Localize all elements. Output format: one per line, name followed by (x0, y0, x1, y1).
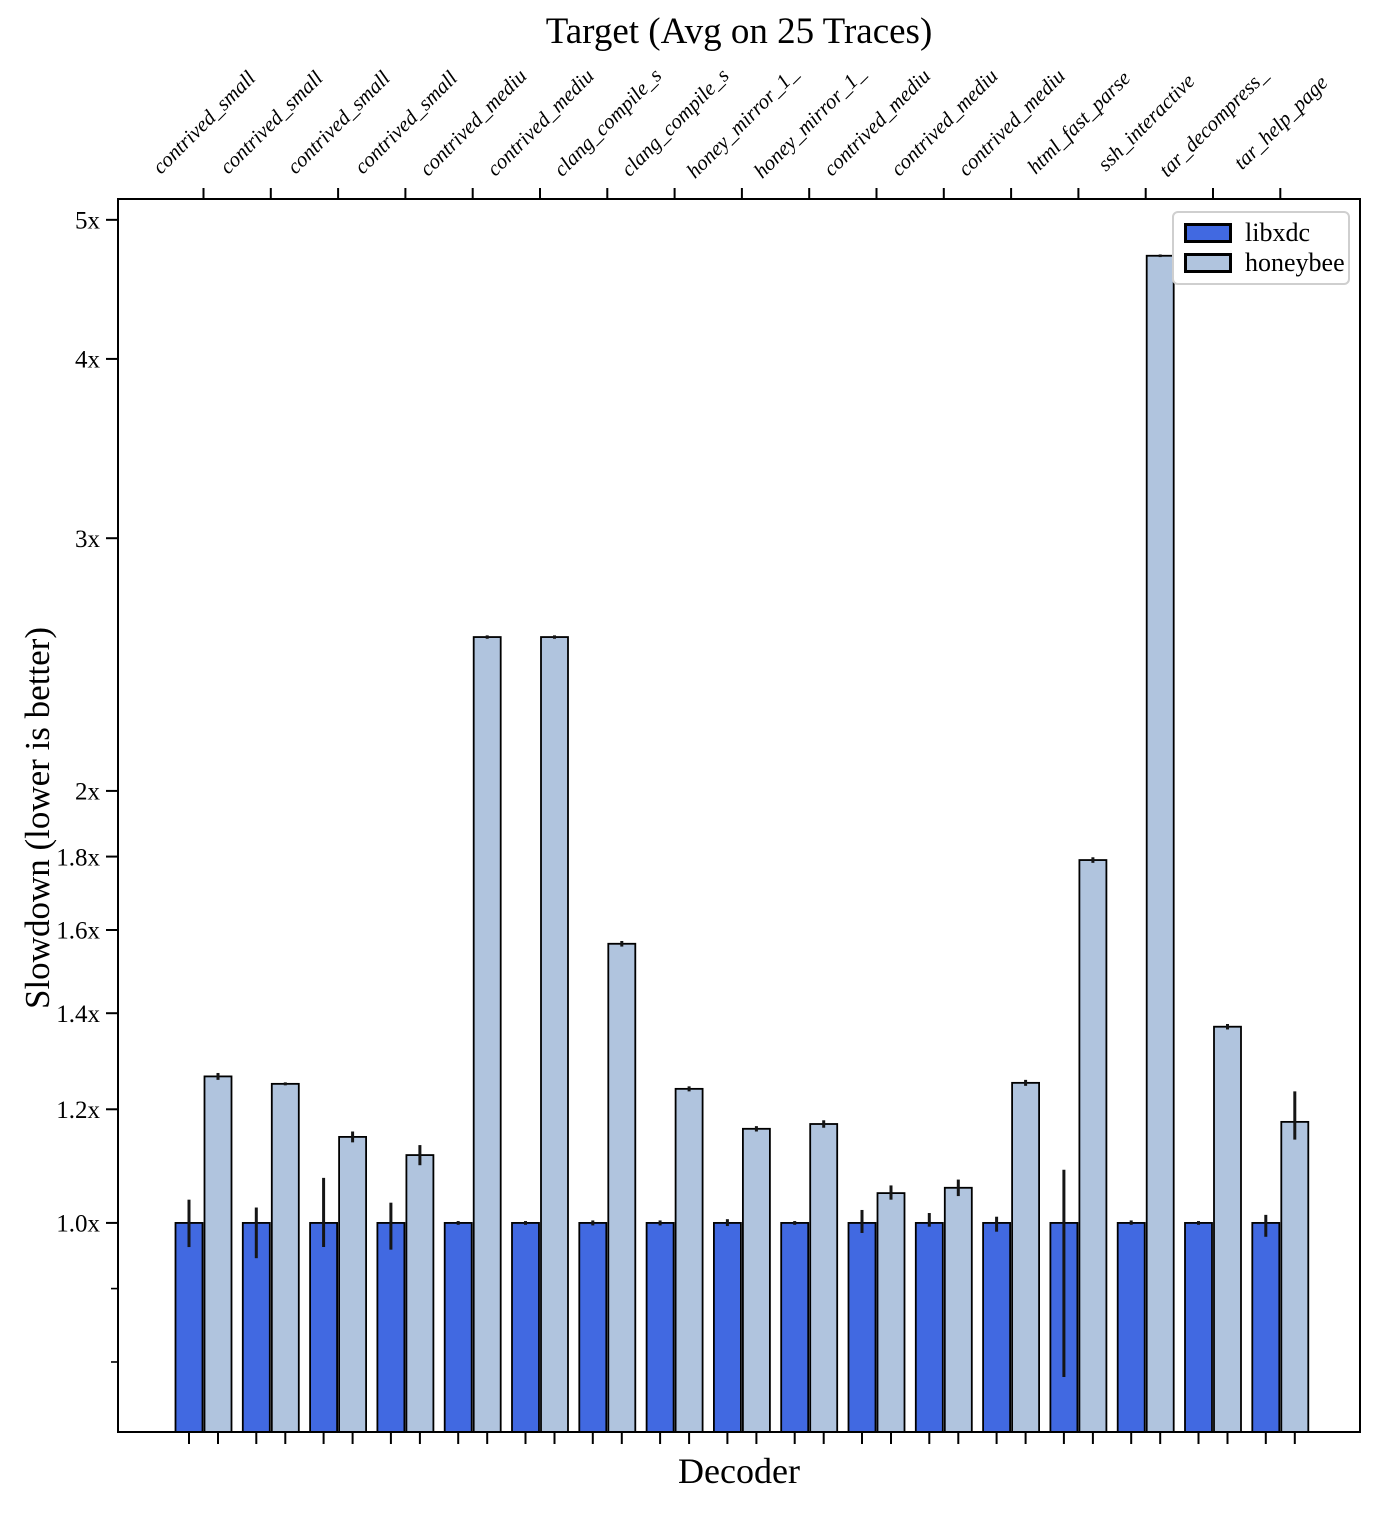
bar-libxdc-5 (511, 1222, 540, 1433)
bar-honeybee-9 (809, 1123, 839, 1433)
bar-honeybee-4 (472, 636, 502, 1433)
legend-item-libxdc: libxdc (1184, 220, 1338, 246)
bar-honeybee-15 (1213, 1025, 1242, 1433)
x-axis-top: contrived_smallcontrived_smallcontrived_… (147, 61, 1332, 199)
y-tick-label: 1.6x (56, 918, 100, 945)
bar-libxdc-9 (780, 1222, 810, 1433)
bar-honeybee-3 (405, 1154, 435, 1433)
bar-libxdc-4 (443, 1222, 473, 1433)
y-tick-label: 3x (75, 526, 101, 553)
bar-honeybee-14 (1145, 254, 1175, 1433)
bar-libxdc-16 (1251, 1222, 1281, 1433)
bar-honeybee-2 (338, 1135, 368, 1433)
y-tick-label: 5x (75, 208, 101, 235)
bar-honeybee-7 (674, 1087, 704, 1433)
bar-honeybee-1 (270, 1082, 300, 1433)
x-axis-bottom (188, 1432, 1296, 1444)
bar-libxdc-10 (847, 1222, 877, 1433)
legend-swatch-honeybee (1184, 253, 1232, 273)
y-axis-ticks: 1.0x 1.2x 1.4x 1.6x 1.8x 2x 3x 4x 5x (56, 208, 118, 1363)
bar-honeybee-11 (943, 1186, 973, 1433)
axes-spines (117, 198, 1361, 1433)
bar-honeybee-6 (607, 942, 637, 1433)
bar-libxdc-6 (578, 1222, 608, 1433)
legend-item-honeybee: honeybee (1184, 250, 1345, 276)
bar-libxdc-8 (713, 1222, 742, 1433)
x-axis-title: Decoder (678, 1451, 800, 1491)
bar-libxdc-2 (309, 1222, 339, 1433)
y-tick-label: 1.2x (56, 1097, 100, 1124)
y-tick-label: 4x (75, 347, 101, 374)
y-tick-label: 1.8x (56, 844, 100, 871)
bar-honeybee-0 (203, 1075, 233, 1433)
bar-libxdc-3 (376, 1222, 406, 1433)
bar-honeybee-5 (540, 636, 569, 1433)
bar-libxdc-0 (174, 1222, 204, 1433)
legend: libxdc honeybee (1172, 211, 1350, 285)
bar-honeybee-16 (1280, 1120, 1310, 1433)
y-tick-label: 2x (75, 779, 101, 806)
error-bars (187, 254, 1297, 1377)
y-tick-label: 1.4x (56, 1001, 100, 1028)
bar-libxdc-11 (914, 1222, 944, 1433)
y-tick-label: 1.0x (56, 1211, 100, 1238)
bar-honeybee-12 (1011, 1081, 1040, 1433)
legend-swatch-libxdc (1184, 223, 1232, 243)
bar-libxdc-7 (645, 1222, 675, 1433)
bar-libxdc-14 (1116, 1222, 1146, 1433)
bar-honeybee-13 (1078, 859, 1108, 1433)
bars (174, 254, 1310, 1433)
bar-libxdc-12 (982, 1222, 1011, 1433)
bar-libxdc-15 (1184, 1222, 1213, 1433)
bar-honeybee-10 (876, 1192, 906, 1433)
legend-label-libxdc: libxdc (1245, 218, 1310, 247)
legend-label-honeybee: honeybee (1245, 248, 1345, 277)
chart-title: Target (Avg on 25 Traces) (545, 11, 933, 52)
bar-honeybee-8 (742, 1127, 771, 1433)
